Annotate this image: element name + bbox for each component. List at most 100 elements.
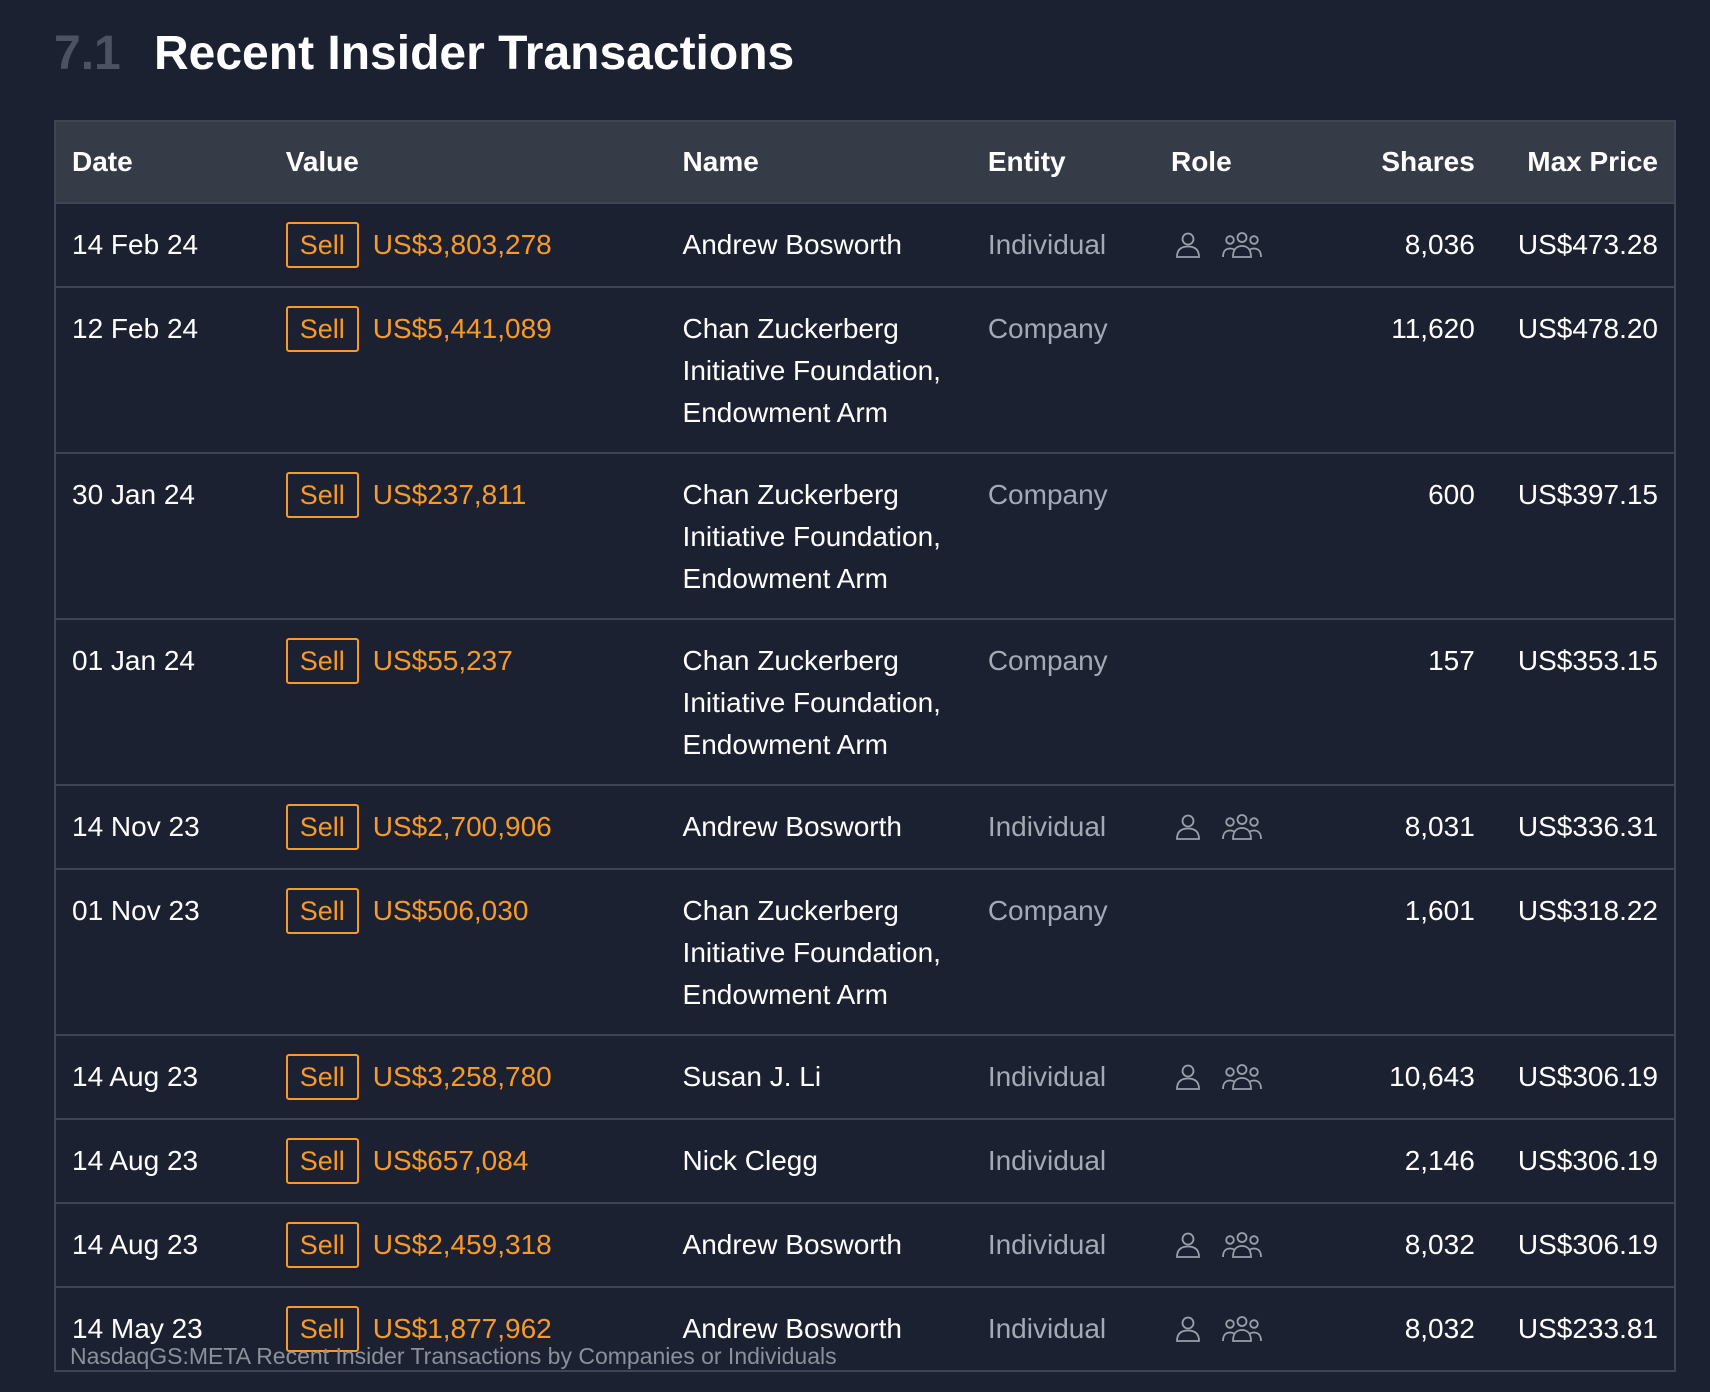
max-price-cell: US$353.15 bbox=[1491, 619, 1674, 785]
date-text: 14 Aug 23 bbox=[72, 1145, 199, 1176]
max-price-cell: US$233.81 bbox=[1491, 1287, 1674, 1370]
shares-cell: 8,032 bbox=[1308, 1287, 1491, 1370]
entity-type: Individual bbox=[987, 811, 1107, 842]
shares-cell: 2,146 bbox=[1308, 1119, 1491, 1203]
shares-cell: 1,601 bbox=[1308, 869, 1491, 1035]
person-icon bbox=[1173, 812, 1203, 842]
insider-name[interactable]: Chan Zuckerberg Initiative Foundation, E… bbox=[682, 479, 941, 594]
max-price: US$306.19 bbox=[1517, 1145, 1658, 1176]
date-cell: 12 Feb 24 bbox=[56, 287, 270, 453]
transaction-value: US$506,030 bbox=[372, 895, 529, 926]
max-price: US$306.19 bbox=[1517, 1061, 1658, 1092]
shares-count: 8,032 bbox=[1404, 1229, 1475, 1260]
role-cell bbox=[1155, 1035, 1308, 1119]
insider-name[interactable]: Chan Zuckerberg Initiative Foundation, E… bbox=[682, 313, 941, 428]
sell-badge: Sell bbox=[285, 1054, 359, 1100]
insider-name[interactable]: Andrew Bosworth bbox=[682, 1229, 902, 1260]
max-price-cell: US$473.28 bbox=[1491, 203, 1674, 287]
role-cell bbox=[1155, 869, 1308, 1035]
max-price: US$306.19 bbox=[1517, 1229, 1658, 1260]
shares-count: 8,031 bbox=[1404, 811, 1475, 842]
column-header-shares: Shares bbox=[1381, 146, 1475, 177]
date-cell: 01 Jan 24 bbox=[56, 619, 270, 785]
insider-name[interactable]: Chan Zuckerberg Initiative Foundation, E… bbox=[682, 895, 941, 1010]
role-cell bbox=[1155, 619, 1308, 785]
name-cell: Andrew Bosworth bbox=[667, 785, 972, 869]
name-cell: Andrew Bosworth bbox=[667, 1203, 972, 1287]
value-cell: Sell US$2,700,906 bbox=[270, 785, 667, 869]
shares-cell: 8,032 bbox=[1308, 1203, 1491, 1287]
date-cell: 14 Aug 23 bbox=[56, 1119, 270, 1203]
entity-cell: Individual bbox=[972, 1035, 1155, 1119]
entity-cell: Individual bbox=[972, 785, 1155, 869]
name-cell: Andrew Bosworth bbox=[667, 1287, 972, 1370]
entity-type: Individual bbox=[987, 1313, 1107, 1344]
insider-name[interactable]: Susan J. Li bbox=[682, 1061, 822, 1092]
shares-count: 600 bbox=[1428, 479, 1475, 510]
entity-cell: Company bbox=[972, 869, 1155, 1035]
date-cell: 14 Aug 23 bbox=[56, 1203, 270, 1287]
shares-cell: 8,036 bbox=[1308, 203, 1491, 287]
max-price-cell: US$306.19 bbox=[1491, 1035, 1674, 1119]
role-cell bbox=[1155, 1119, 1308, 1203]
section-header: 7.1 Recent Insider Transactions bbox=[54, 26, 794, 81]
entity-type: Company bbox=[987, 313, 1108, 344]
max-price-cell: US$336.31 bbox=[1491, 785, 1674, 869]
insider-name[interactable]: Andrew Bosworth bbox=[682, 811, 902, 842]
transaction-value: US$55,237 bbox=[372, 645, 513, 676]
shares-cell: 10,643 bbox=[1308, 1035, 1491, 1119]
name-cell: Chan Zuckerberg Initiative Foundation, E… bbox=[667, 453, 972, 619]
date-cell: 14 Feb 24 bbox=[56, 203, 270, 287]
insider-name[interactable]: Chan Zuckerberg Initiative Foundation, E… bbox=[682, 645, 941, 760]
sell-badge: Sell bbox=[285, 888, 359, 934]
role-icons bbox=[1171, 1224, 1308, 1266]
entity-cell: Individual bbox=[972, 1119, 1155, 1203]
transaction-value: US$657,084 bbox=[372, 1145, 529, 1176]
role-cell bbox=[1155, 1203, 1308, 1287]
max-price: US$336.31 bbox=[1517, 811, 1658, 842]
column-header-max-price: Max Price bbox=[1527, 146, 1658, 177]
max-price-cell: US$318.22 bbox=[1491, 869, 1674, 1035]
role-icons bbox=[1171, 1140, 1308, 1182]
person-icon bbox=[1173, 230, 1203, 260]
role-icons bbox=[1171, 890, 1308, 932]
entity-cell: Individual bbox=[972, 1287, 1155, 1370]
role-icons bbox=[1171, 806, 1308, 848]
shares-count: 11,620 bbox=[1391, 313, 1475, 344]
sell-badge: Sell bbox=[285, 306, 359, 352]
shares-count: 8,036 bbox=[1404, 229, 1475, 260]
date-text: 14 Aug 23 bbox=[72, 1229, 199, 1260]
table-row: 01 Nov 23 Sell US$506,030 Chan Zuckerberg… bbox=[56, 869, 1674, 1035]
entity-type: Company bbox=[987, 479, 1108, 510]
shares-cell: 11,620 bbox=[1308, 287, 1491, 453]
role-icons bbox=[1171, 224, 1308, 266]
date-cell: 14 Aug 23 bbox=[56, 1035, 270, 1119]
date-cell: 14 Nov 23 bbox=[56, 785, 270, 869]
table-row: 14 May 23 Sell US$1,877,962 Andrew Boswor… bbox=[56, 1287, 1674, 1370]
role-icons bbox=[1171, 640, 1308, 682]
insider-name[interactable]: Andrew Bosworth bbox=[682, 1313, 902, 1344]
insider-name[interactable]: Nick Clegg bbox=[682, 1145, 818, 1176]
column-header-role: Role bbox=[1170, 146, 1232, 177]
value-cell: Sell US$3,258,780 bbox=[270, 1035, 667, 1119]
name-cell: Susan J. Li bbox=[667, 1035, 972, 1119]
insider-name[interactable]: Andrew Bosworth bbox=[682, 229, 902, 260]
table-row: 14 Aug 23 Sell US$3,258,780 Susan J. Li I… bbox=[56, 1035, 1674, 1119]
entity-type: Company bbox=[987, 895, 1108, 926]
max-price-cell: US$306.19 bbox=[1491, 1203, 1674, 1287]
role-cell bbox=[1155, 1287, 1308, 1370]
shares-count: 157 bbox=[1428, 645, 1475, 676]
entity-cell: Individual bbox=[972, 1203, 1155, 1287]
table-caption: NasdaqGS:META Recent Insider Transaction… bbox=[70, 1343, 837, 1369]
entity-type: Individual bbox=[987, 1145, 1107, 1176]
sell-badge: Sell bbox=[285, 1222, 359, 1268]
table-row: 14 Feb 24 Sell US$3,803,278 Andrew Boswor… bbox=[56, 203, 1674, 287]
sell-badge: Sell bbox=[285, 804, 359, 850]
date-cell: 14 May 23 bbox=[56, 1287, 270, 1370]
date-text: 01 Nov 23 bbox=[72, 895, 200, 926]
date-cell: 01 Nov 23 bbox=[56, 869, 270, 1035]
group-icon bbox=[1221, 1314, 1263, 1344]
name-cell: Andrew Bosworth bbox=[667, 203, 972, 287]
max-price-cell: US$306.19 bbox=[1491, 1119, 1674, 1203]
max-price: US$353.15 bbox=[1517, 645, 1658, 676]
